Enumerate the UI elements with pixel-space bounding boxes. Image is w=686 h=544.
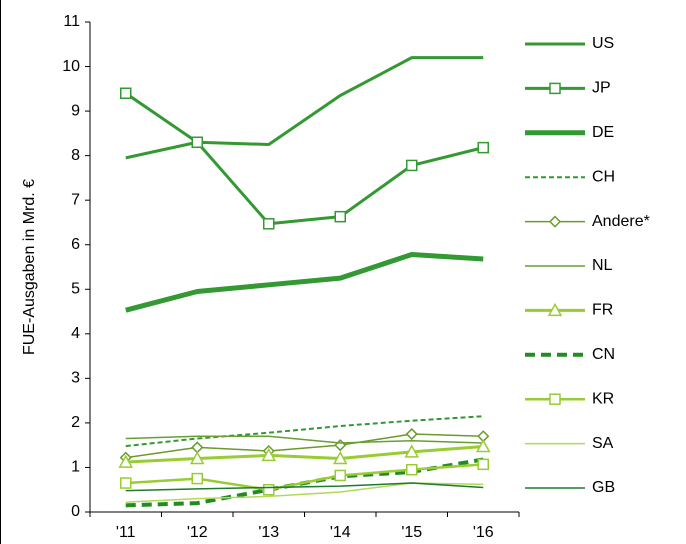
- series-line: [125, 435, 484, 444]
- point-marker: [405, 427, 418, 441]
- x-tick-label: '15: [401, 524, 422, 541]
- series-line: [125, 415, 484, 448]
- y-tick-label: 2: [71, 414, 80, 431]
- point-marker: [332, 450, 348, 465]
- legend-label: KR: [592, 390, 614, 407]
- legend-label: FR: [592, 302, 613, 319]
- series-line: [125, 482, 484, 503]
- y-tick-label: 11: [63, 13, 80, 30]
- x-tick-label: '11: [116, 524, 136, 541]
- legend-label: SA: [592, 435, 614, 452]
- point-marker: [118, 454, 134, 468]
- point-marker: [404, 444, 420, 458]
- x-tick-label: '14: [330, 524, 351, 541]
- x-tick-label: '13: [258, 524, 279, 541]
- y-tick-label: 6: [71, 236, 80, 253]
- legend-label: Andere*: [592, 213, 650, 230]
- series-line: [125, 56, 484, 160]
- legend-label: NL: [592, 257, 613, 274]
- point-marker: [189, 450, 205, 465]
- point-marker: [475, 438, 491, 453]
- y-tick-label: 0: [71, 503, 80, 520]
- y-tick-label: 5: [71, 280, 80, 297]
- point-marker: [406, 463, 418, 476]
- legend-label: DE: [592, 124, 614, 141]
- y-tick-label: 7: [71, 191, 80, 208]
- point-marker: [334, 439, 347, 452]
- y-tick-label: 8: [71, 147, 80, 164]
- point-marker: [477, 141, 489, 154]
- legend-label: GB: [592, 479, 615, 496]
- x-tick-label: '12: [187, 524, 208, 541]
- point-marker: [263, 483, 275, 496]
- legend-marker: [549, 393, 561, 405]
- y-axis-label: FUE-Ausgaben in Mrd. €: [21, 179, 38, 355]
- point-marker: [334, 210, 346, 223]
- legend-marker: [549, 82, 561, 95]
- point-marker: [120, 477, 132, 489]
- point-marker: [406, 159, 418, 172]
- series-line: [125, 463, 484, 491]
- x-tick-label: '16: [473, 524, 494, 541]
- legend-label: US: [592, 35, 614, 52]
- point-marker: [120, 87, 132, 100]
- legend-marker: [548, 215, 562, 228]
- series-line: [125, 252, 484, 313]
- y-tick-label: 1: [71, 459, 80, 476]
- legend-marker: [547, 302, 563, 317]
- legend-label: CH: [592, 168, 615, 185]
- legend-label: CN: [592, 346, 615, 363]
- legend-label: JP: [592, 80, 611, 97]
- point-marker: [477, 458, 489, 471]
- series-line: [125, 482, 484, 492]
- point-marker: [191, 441, 204, 454]
- y-tick-label: 10: [62, 58, 80, 75]
- y-tick-label: 9: [71, 102, 80, 119]
- point-marker: [191, 472, 203, 485]
- point-marker: [261, 447, 277, 462]
- y-tick-label: 4: [71, 325, 80, 342]
- y-tick-label: 3: [71, 370, 80, 387]
- point-marker: [263, 218, 275, 230]
- series-line: [124, 92, 484, 226]
- point-marker: [191, 136, 203, 149]
- series-line: [125, 445, 484, 464]
- point-marker: [334, 469, 346, 482]
- series-line: [125, 433, 484, 459]
